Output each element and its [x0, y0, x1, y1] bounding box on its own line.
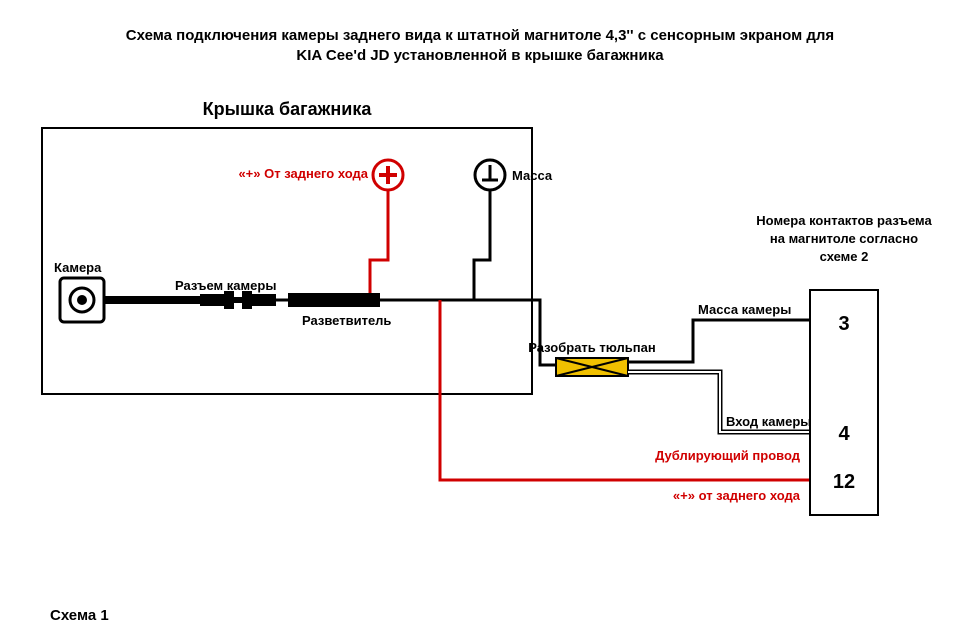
- tulip-label: Разобрать тюльпан: [528, 340, 655, 355]
- wire-video-to-tulip: [474, 300, 556, 365]
- ground-label: Масса: [512, 168, 553, 183]
- connector-title2: на магнитоле согласно: [770, 231, 918, 246]
- camera-label: Камера: [54, 260, 102, 275]
- pin-4: 4: [838, 423, 850, 445]
- title-line2: KIA Cee'd JD установленной в крышке бага…: [296, 47, 664, 64]
- dup-wire-label: Дублирующий провод: [655, 448, 801, 463]
- trunk-heading: Крышка багажника: [203, 99, 373, 119]
- footer-label: Схема 1: [50, 607, 109, 624]
- plus-reverse-label: «+» От заднего хода: [238, 166, 368, 181]
- connector-title3: схеме 2: [820, 249, 869, 264]
- title-line1: Схема подключения камеры заднего вида к …: [126, 27, 834, 44]
- plus-circle-icon: [373, 160, 403, 190]
- camera-icon: [60, 278, 104, 322]
- pin-12: 12: [833, 471, 855, 493]
- camera-connector-label: Разъем камеры: [175, 278, 276, 293]
- pin-3: 3: [838, 313, 849, 335]
- splitter-block: [288, 293, 380, 307]
- plus-reverse2-label: «+» от заднего хода: [673, 488, 801, 503]
- wire-ground-up: [474, 190, 490, 300]
- connector-title1: Номера контактов разъема: [756, 213, 932, 228]
- tulip-icon: [556, 358, 628, 376]
- camera-input-label: Вход камеры: [726, 414, 811, 429]
- ground-circle-icon: [475, 160, 505, 190]
- plug-icon: [200, 291, 276, 309]
- wire-red-reverse-up: [370, 190, 388, 293]
- splitter-label: Разветвитель: [302, 313, 391, 328]
- camera-ground-label: Масса камеры: [698, 302, 791, 317]
